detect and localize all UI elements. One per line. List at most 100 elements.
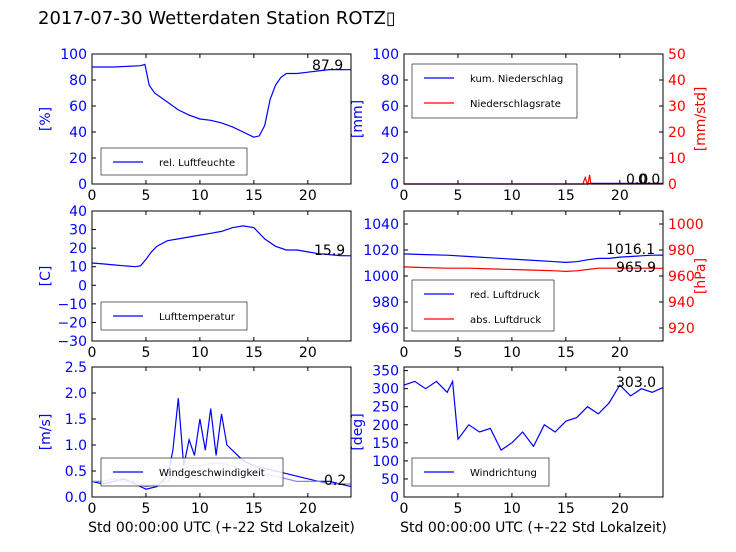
y-tick-label: 2.5: [65, 360, 87, 376]
x-tick-label: 5: [453, 188, 462, 204]
y-tick-label: 2.0: [65, 386, 87, 402]
x-tick-label: 0: [88, 345, 97, 361]
y-tick-label: 0: [390, 177, 399, 193]
y2-tick-label: 920: [668, 321, 695, 337]
x-tick-label: 10: [191, 345, 209, 361]
y-tick-label: 40: [381, 125, 399, 141]
series-line-abs-luftdruck: [403, 266, 664, 273]
x-tick-label: 15: [245, 501, 263, 517]
legend-label: kum. Niederschlag: [470, 74, 563, 85]
x-tick-label: 15: [557, 188, 575, 204]
y-tick-label: 1.5: [65, 412, 87, 428]
y-tick-label: 40: [69, 204, 87, 220]
y2-tick-label: 40: [668, 73, 686, 89]
y-tick-label: 80: [381, 73, 399, 89]
y-tick-label: 0: [78, 278, 87, 294]
y-tick-label: 350: [372, 364, 399, 380]
y2-tick-label: 980: [668, 243, 695, 259]
y-tick-label: 80: [69, 73, 87, 89]
y-tick-label: 960: [372, 321, 399, 337]
x-tick-label: 10: [191, 188, 209, 204]
chart-panel-bottom-left: 0 5 10 15 20 0.0 0.5 1.0 1.5 2.0 2.5 [m/s] Std 00:00…: [38, 360, 355, 536]
x-tick-label: 10: [503, 501, 521, 517]
chart-panel-middle-left: 0 5 10 15 20 −30 −20 −10 0 10 20 30 40 [C] Lufttempera…: [38, 204, 352, 361]
y2-tick-label: 940: [668, 295, 695, 311]
series-line-niederschlagsrate: [404, 174, 663, 186]
series-line-rel-luftfeuchte: [92, 63, 352, 138]
y-tick-label: 20: [381, 151, 399, 167]
y-tick-label: 30: [69, 223, 87, 239]
y-tick-label: −10: [57, 297, 87, 313]
legend-label: Niederschlagsrate: [470, 99, 561, 110]
y2-tick-label: 960: [668, 269, 695, 285]
x-tick-label: 20: [611, 188, 629, 204]
y-axis-label: [deg]: [350, 413, 366, 450]
plot-frame: [403, 366, 664, 498]
series-line-windgeschwindigkeit: [91, 398, 352, 490]
x-tick-label: 5: [453, 345, 462, 361]
y-tick-label: 150: [372, 436, 399, 452]
x-tick-label: 0: [400, 188, 409, 204]
x-tick-label: 0: [88, 188, 97, 204]
y-tick-label: 60: [381, 99, 399, 115]
y-tick-label: 250: [372, 400, 399, 416]
legend-label: Windgeschwindigkeit: [159, 468, 265, 479]
last-value-label-2: 965.9: [616, 260, 656, 276]
x-tick-label: 5: [141, 188, 150, 204]
series-line-red-luftdruck: [403, 253, 664, 264]
x-tick-label: 20: [299, 501, 317, 517]
x-tick-label: 10: [503, 188, 521, 204]
plot-frame: [91, 210, 352, 342]
plot-frame: [91, 53, 352, 185]
y-tick-label: 60: [69, 99, 87, 115]
y-tick-label: 200: [372, 418, 399, 434]
y-tick-label: 20: [69, 241, 87, 257]
y-axis-label: [%]: [38, 107, 54, 131]
y-tick-label: 1020: [363, 243, 399, 259]
x-tick-label: 5: [141, 501, 150, 517]
plot-frame: [403, 53, 664, 185]
y-axis-label: [mm]: [350, 100, 366, 138]
legend-label: red. Luftdruck: [470, 290, 540, 301]
legend-label: Windrichtung: [470, 468, 537, 479]
y-tick-label: 0: [390, 490, 399, 506]
legend-label: Lufttemperatur: [159, 312, 236, 323]
y-tick-label: 0.5: [65, 464, 87, 480]
y2-tick-label: 50: [668, 47, 686, 63]
x-tick-label: 20: [299, 345, 317, 361]
x-tick-label: 15: [245, 188, 263, 204]
last-value-label: 303.0: [616, 375, 656, 391]
y2-axis-label: [hPa]: [693, 258, 709, 294]
y-tick-label: −30: [57, 334, 87, 350]
legend-box: [411, 63, 578, 119]
y-tick-label: 100: [372, 47, 399, 63]
y2-tick-label: 1000: [668, 217, 704, 233]
x-tick-label: 20: [611, 345, 629, 361]
y-tick-label: 20: [69, 151, 87, 167]
x-tick-label: 0: [400, 501, 409, 517]
chart-panel-top-right: 0 5 10 15 20 0 20 40 60 80 100 0 10 20 30 40 50 [mm] [mm/s…: [350, 47, 709, 204]
y2-axis-label: [mm/std]: [693, 87, 709, 152]
x-axis-label: Std 00:00:00 UTC (+-22 Std Lokalzeit): [400, 520, 667, 536]
y2-tick-label: 30: [668, 99, 686, 115]
x-tick-label: 15: [557, 501, 575, 517]
y-tick-label: 10: [69, 260, 87, 276]
x-tick-label: 0: [400, 345, 409, 361]
y2-tick-label: 20: [668, 125, 686, 141]
x-tick-label: 10: [191, 501, 209, 517]
x-tick-label: 15: [557, 345, 575, 361]
y-tick-label: 100: [60, 47, 87, 63]
legend-box: [411, 457, 550, 487]
series-line-windrichtung: [403, 379, 664, 451]
y2-tick-label: 0: [668, 177, 677, 193]
x-tick-label: 20: [611, 501, 629, 517]
last-value-label: 87.9: [312, 58, 343, 74]
y-tick-label: 980: [372, 295, 399, 311]
x-tick-label: 5: [141, 345, 150, 361]
y-tick-label: −20: [57, 315, 87, 331]
y-tick-label: 0: [78, 177, 87, 193]
y2-tick-label: 10: [668, 151, 686, 167]
chart-panel-middle-right: 0 5 10 15 20 960 980 1000 1020 1040 920 940 960 980 10…: [363, 210, 709, 361]
last-value-label: 15.9: [314, 243, 345, 259]
y-tick-label: 1.0: [65, 438, 87, 454]
